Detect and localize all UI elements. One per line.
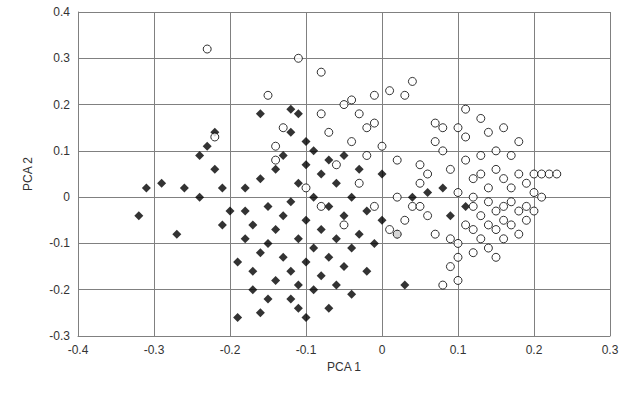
svg-text:PCA 2: PCA 2	[21, 157, 35, 191]
svg-text:0.3: 0.3	[602, 343, 619, 357]
svg-text:-0.3: -0.3	[49, 329, 70, 343]
svg-text:-0.1: -0.1	[296, 343, 317, 357]
svg-text:-0.2: -0.2	[220, 343, 241, 357]
svg-text:-0.4: -0.4	[68, 343, 89, 357]
svg-text:0.4: 0.4	[53, 5, 70, 19]
svg-text:PCA 1: PCA 1	[327, 360, 361, 374]
svg-text:-0.3: -0.3	[144, 343, 165, 357]
svg-text:0.1: 0.1	[53, 144, 70, 158]
svg-text:-0.1: -0.1	[49, 236, 70, 250]
svg-text:0.1: 0.1	[450, 343, 467, 357]
svg-text:0: 0	[379, 343, 386, 357]
svg-text:0: 0	[63, 190, 70, 204]
svg-text:0.3: 0.3	[53, 51, 70, 65]
svg-text:-0.2: -0.2	[49, 283, 70, 297]
svg-text:0.2: 0.2	[53, 98, 70, 112]
svg-text:0.2: 0.2	[526, 343, 543, 357]
